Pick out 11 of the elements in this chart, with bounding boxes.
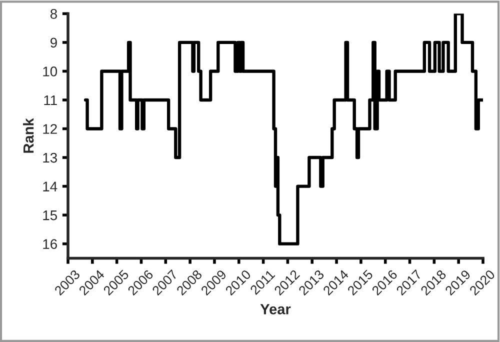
y-tick-label: 9 (50, 38, 57, 48)
y-tick-label: 13 (43, 152, 57, 163)
y-tick-label: 11 (44, 95, 57, 106)
y-tick-label: 12 (43, 124, 57, 134)
y-tick-label: 8 (50, 9, 57, 19)
x-axis-title: Year (260, 304, 291, 314)
y-axis-title: Rank (22, 118, 34, 153)
y-tick-label: 14 (43, 182, 58, 192)
y-tick-label: 15 (43, 210, 58, 220)
y-tick-label: 10 (43, 66, 58, 76)
y-tick-label: 16 (43, 239, 57, 249)
